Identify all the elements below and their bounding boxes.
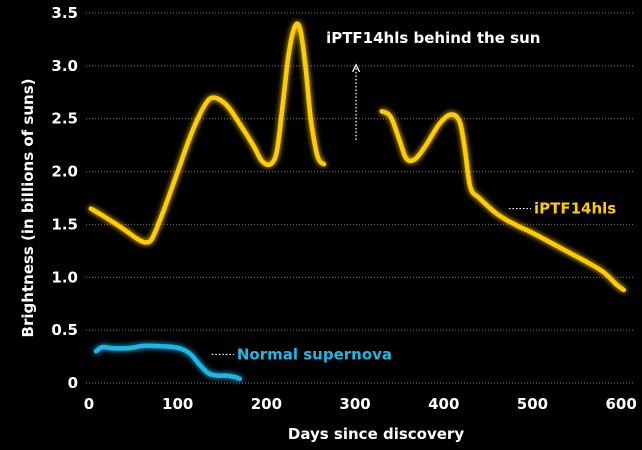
grid	[86, 12, 634, 384]
x-tick-label: 500	[517, 395, 548, 413]
x-tick-label: 0	[84, 395, 94, 413]
series-label: iPTF14hls	[534, 200, 616, 218]
series-line-iptf14hls	[88, 21, 327, 245]
x-tick-label: 600	[605, 395, 636, 413]
x-tick-labels: 0 100 200 300 400 500 600	[84, 395, 637, 413]
series-line-normal-supernova	[93, 343, 243, 382]
y-axis-title: Brightness (in billions of suns)	[19, 79, 37, 338]
y-tick-label: 0	[68, 374, 78, 392]
series-label: Normal supernova	[237, 345, 392, 363]
y-tick-label: 3.5	[51, 4, 78, 22]
y-tick-labels: 0 0.5 1.0 1.5 2.0 2.5 3.0 3.5	[51, 4, 78, 392]
y-tick-label: 3.0	[51, 57, 78, 75]
y-tick-label: 2.0	[51, 163, 78, 181]
annotation-behind-sun: iPTF14hls behind the sun	[326, 29, 540, 47]
x-tick-label: 400	[428, 395, 459, 413]
x-tick-label: 100	[162, 395, 193, 413]
y-tick-label: 2.5	[51, 110, 78, 128]
x-axis-title: Days since discovery	[288, 425, 464, 443]
x-tick-label: 300	[339, 395, 370, 413]
y-tick-label: 0.5	[51, 321, 78, 339]
annotation-arrow-head	[351, 63, 361, 73]
series-lines	[88, 21, 627, 382]
x-tick-label: 200	[251, 395, 282, 413]
annotations: iPTF14hls behind the sun iPTF14hls Normal …	[211, 29, 616, 363]
y-tick-label: 1.0	[51, 268, 78, 286]
series-line-iptf14hls	[379, 109, 627, 293]
y-tick-label: 1.5	[51, 215, 78, 233]
